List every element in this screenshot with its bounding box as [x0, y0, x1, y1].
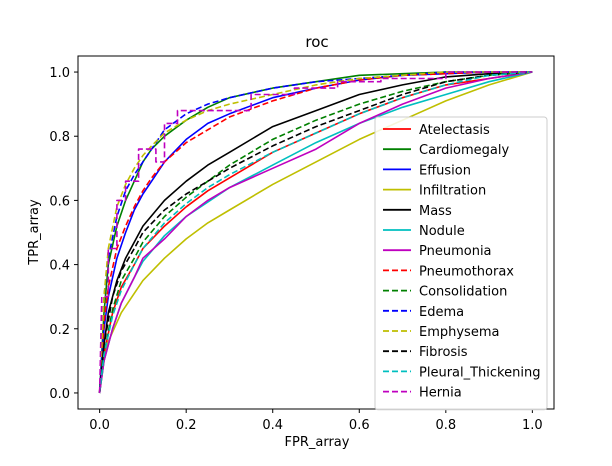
- legend-label-edema: Edema: [419, 305, 464, 320]
- series-line-consolidation: [98, 71, 533, 394]
- x-tick-label: 0.8: [435, 418, 456, 433]
- x-tick-label: 0.0: [89, 418, 110, 433]
- legend-label-atelectasis: Atelectasis: [419, 123, 490, 138]
- y-axis-label: TPR_array: [27, 199, 42, 266]
- legend-label-pneumothorax: Pneumothorax: [419, 264, 514, 279]
- legend-box: [374, 116, 548, 411]
- series-line-fibrosis: [98, 71, 533, 394]
- legend-label-hernia: Hernia: [419, 386, 462, 401]
- y-tick-label: 0.4: [49, 259, 70, 274]
- series-line-emphysema: [98, 71, 533, 394]
- legend-label-emphysema: Emphysema: [419, 325, 499, 340]
- legend-label-effusion: Effusion: [419, 163, 471, 178]
- axes-frame: [77, 55, 555, 410]
- y-tick-label: 0.8: [49, 130, 70, 145]
- series-line-infiltration: [98, 71, 533, 394]
- series-line-pleural-thickening: [98, 71, 533, 394]
- legend-label-pneumonia: Pneumonia: [419, 244, 492, 259]
- y-tick-label: 1.0: [49, 66, 70, 81]
- legend-label-mass: Mass: [419, 204, 452, 219]
- series-line-pneumonia: [98, 71, 533, 394]
- y-tick-label: 0.2: [49, 323, 70, 338]
- legend-label-infiltration: Infiltration: [419, 184, 486, 199]
- series-line-pneumothorax: [98, 71, 533, 394]
- x-tick-label: 0.4: [262, 418, 283, 433]
- x-tick-label: 0.2: [176, 418, 197, 433]
- series-line-hernia: [98, 71, 533, 394]
- y-tick-label: 0.0: [49, 387, 70, 402]
- axes-layer: 0.0 0.2 0.4 0.6 0.8 1.0 0.0 0.2 0.4 0.6 0.8 1.0: [49, 55, 555, 433]
- legend-label-fibrosis: Fibrosis: [419, 345, 468, 360]
- legend-label-pleural-thickening: Pleural_Thickening: [419, 365, 540, 380]
- legend: Atelectasis Cardiomegaly Effusion Infiltrat…: [374, 116, 548, 411]
- chart-title: roc: [305, 33, 328, 51]
- legend-label-cardiomegaly: Cardiomegaly: [419, 143, 509, 158]
- legend-label-consolidation: Consolidation: [419, 285, 507, 300]
- legend-label-nodule: Nodule: [419, 224, 465, 239]
- y-tick-label: 0.6: [49, 194, 70, 209]
- x-tick-label: 1.0: [522, 418, 543, 433]
- plot-area: [98, 71, 533, 394]
- x-axis-label: FPR_array: [285, 435, 350, 450]
- x-tick-label: 0.6: [349, 418, 370, 433]
